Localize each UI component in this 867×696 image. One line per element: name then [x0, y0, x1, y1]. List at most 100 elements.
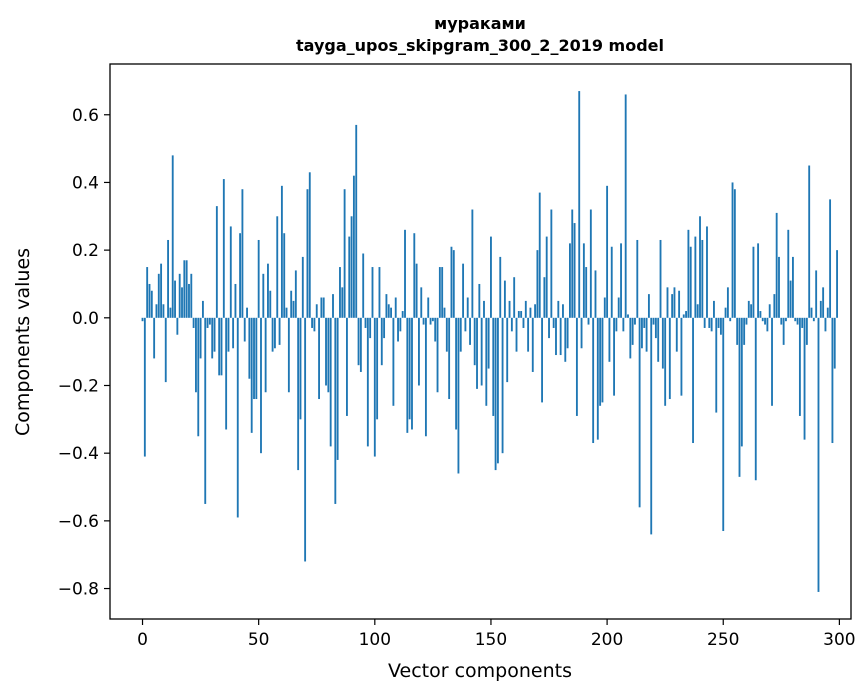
bar [571, 209, 574, 318]
bar [719, 317, 722, 335]
bar [613, 317, 615, 396]
bar [657, 317, 660, 362]
x-tick-label: 150 [475, 630, 507, 650]
bar [322, 297, 325, 318]
bar [181, 287, 183, 318]
bar [766, 317, 769, 332]
bar [713, 300, 715, 318]
bar [778, 256, 780, 318]
bars-group [141, 91, 838, 592]
bar [178, 273, 181, 318]
y-tick-label: −0.8 [58, 580, 99, 600]
bar [255, 317, 258, 400]
bar [406, 317, 409, 433]
bar [833, 317, 836, 369]
bar [292, 300, 295, 318]
bar [195, 317, 197, 393]
bar [376, 317, 379, 420]
y-tick-label: 0.4 [72, 173, 99, 193]
bar [541, 317, 543, 403]
bar [668, 317, 671, 400]
bar [418, 317, 420, 386]
bar [494, 317, 497, 471]
bar [357, 317, 360, 366]
bar [167, 239, 169, 318]
bar [232, 317, 235, 349]
x-tick-label: 250 [707, 630, 739, 650]
bar [471, 209, 474, 318]
bar [520, 311, 523, 318]
bar [427, 297, 430, 318]
bar [283, 233, 286, 318]
bar [445, 317, 448, 352]
bar [754, 317, 757, 481]
bar [552, 317, 555, 328]
bar [188, 283, 190, 318]
chart-title-line-1: мураками [434, 14, 526, 33]
bar [589, 209, 592, 318]
bar [469, 317, 471, 345]
bar [185, 260, 188, 318]
bar [569, 243, 571, 318]
bar [757, 243, 760, 318]
bar [531, 317, 534, 372]
bar [387, 304, 390, 318]
bar [629, 317, 632, 359]
bar [448, 317, 451, 400]
bar [548, 317, 550, 339]
bar [801, 317, 804, 328]
bar [675, 317, 678, 352]
bar [222, 179, 225, 318]
bar [578, 91, 581, 318]
bar [420, 287, 423, 318]
bar [401, 311, 404, 318]
bar [550, 209, 553, 318]
bar [792, 256, 794, 318]
x-axis-label: Vector components [388, 660, 572, 682]
bar [236, 317, 239, 518]
bar [257, 239, 260, 318]
bar [148, 283, 151, 318]
bar [638, 317, 641, 508]
bar [529, 307, 532, 318]
bar [311, 317, 314, 328]
bar [773, 294, 776, 318]
bar [174, 280, 176, 318]
bar [287, 317, 290, 393]
bar [647, 294, 650, 318]
bar [580, 317, 583, 349]
bar [262, 273, 265, 318]
bar [701, 239, 704, 318]
bar [545, 236, 548, 318]
bar [404, 229, 406, 318]
bar [724, 307, 727, 318]
bar [290, 290, 293, 318]
bar [443, 307, 446, 318]
bar [327, 317, 330, 393]
y-tick-label: −0.4 [58, 444, 99, 464]
bar [654, 317, 657, 339]
bar [750, 304, 753, 318]
bar [478, 283, 481, 318]
bar [280, 185, 283, 318]
bar [503, 280, 506, 318]
x-tick-label: 200 [591, 630, 623, 650]
bar [415, 263, 418, 318]
bar [325, 317, 327, 386]
bar [522, 317, 525, 328]
bar [764, 317, 766, 325]
bar [645, 317, 648, 352]
bar [204, 317, 207, 504]
bar [248, 317, 251, 379]
bar [689, 246, 692, 318]
bar [594, 270, 597, 318]
bar [738, 317, 741, 477]
bar [631, 317, 634, 345]
bar [355, 124, 358, 318]
bar [752, 246, 755, 318]
bar [485, 317, 488, 406]
bar [487, 317, 490, 369]
bar [246, 307, 248, 318]
bar [812, 317, 815, 322]
bar [780, 317, 783, 325]
